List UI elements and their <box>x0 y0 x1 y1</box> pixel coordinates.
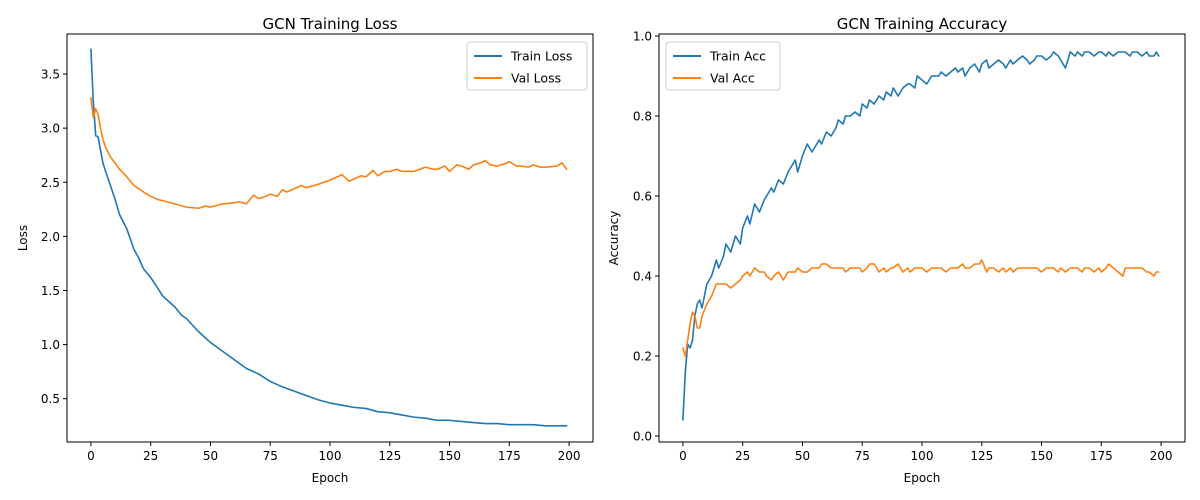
loss-x-tick-label-50: 50 <box>203 449 218 463</box>
loss-x-tick-label-150: 150 <box>438 449 461 463</box>
legend-label-train-acc: Train Acc <box>709 49 766 64</box>
loss-y-tick-label-1-0: 1.0 <box>41 338 60 352</box>
loss-x-tick-label-125: 125 <box>378 449 401 463</box>
legend-label-val-loss: Val Loss <box>511 71 561 86</box>
accuracy-legend: Train Acc Val Acc <box>665 41 781 91</box>
loss-y-tick-label-1-5: 1.5 <box>41 284 60 298</box>
loss-y-axis-label: Loss <box>16 225 30 251</box>
accuracy-y-tick-label-0-8: 0.8 <box>633 110 652 124</box>
accuracy-x-tick-label-200: 200 <box>1150 449 1173 463</box>
accuracy-y-tick-label-0-6: 0.6 <box>633 190 652 204</box>
loss-x-tick-label-200: 200 <box>558 449 581 463</box>
series-line-val-acc <box>682 259 1160 357</box>
accuracy-x-tick-label-175: 175 <box>1090 449 1113 463</box>
accuracy-x-tick-label-100: 100 <box>911 449 934 463</box>
accuracy-x-tick-label-50: 50 <box>795 449 810 463</box>
loss-plot-frame <box>66 33 594 443</box>
legend-label-val-acc: Val Acc <box>710 71 755 86</box>
accuracy-x-tick-label-0: 0 <box>679 449 687 463</box>
loss-x-tick-label-75: 75 <box>263 449 278 463</box>
accuracy-x-axis-label: Epoch <box>904 471 941 485</box>
loss-x-tick-label-25: 25 <box>143 449 158 463</box>
loss-y-tick-label-2-5: 2.5 <box>41 176 60 190</box>
accuracy-x-tick-label-150: 150 <box>1030 449 1053 463</box>
series-line-train-acc <box>682 51 1160 421</box>
loss-x-tick-label-175: 175 <box>498 449 521 463</box>
loss-y-tick-label-0-5: 0.5 <box>41 392 60 406</box>
accuracy-x-tick-label-125: 125 <box>970 449 993 463</box>
accuracy-y-tick-label-0-0: 0.0 <box>633 430 652 444</box>
loss-chart-title: GCN Training Loss <box>263 15 398 33</box>
loss-x-axis-label: Epoch <box>312 471 349 485</box>
accuracy-y-tick-label-0-4: 0.4 <box>633 270 652 284</box>
accuracy-y-axis-label: Accuracy <box>607 211 621 266</box>
series-line-val-loss <box>90 97 568 210</box>
loss-chart: GCN Training Loss 0 25 50 75 100 125 150 175 200… <box>16 15 594 485</box>
accuracy-chart: GCN Training Accuracy 0 25 50 75 100 125 150 17… <box>607 15 1186 485</box>
accuracy-plot-frame <box>658 33 1186 443</box>
accuracy-x-tick-label-75: 75 <box>855 449 870 463</box>
loss-y-tick-label-2-0: 2.0 <box>41 230 60 244</box>
series-line-train-loss <box>90 48 568 427</box>
loss-legend: Train Loss Val Loss <box>466 41 588 91</box>
accuracy-y-tick-label-0-2: 0.2 <box>633 350 652 364</box>
legend-label-train-loss: Train Loss <box>510 49 572 64</box>
loss-y-tick-label-3-5: 3.5 <box>41 68 60 82</box>
loss-x-tick-label-100: 100 <box>319 449 342 463</box>
loss-y-tick-label-3-0: 3.0 <box>41 122 60 136</box>
loss-x-tick-label-0: 0 <box>87 449 95 463</box>
accuracy-chart-title: GCN Training Accuracy <box>837 15 1008 33</box>
accuracy-y-tick-label-1-0: 1.0 <box>633 30 652 44</box>
accuracy-x-tick-label-25: 25 <box>735 449 750 463</box>
